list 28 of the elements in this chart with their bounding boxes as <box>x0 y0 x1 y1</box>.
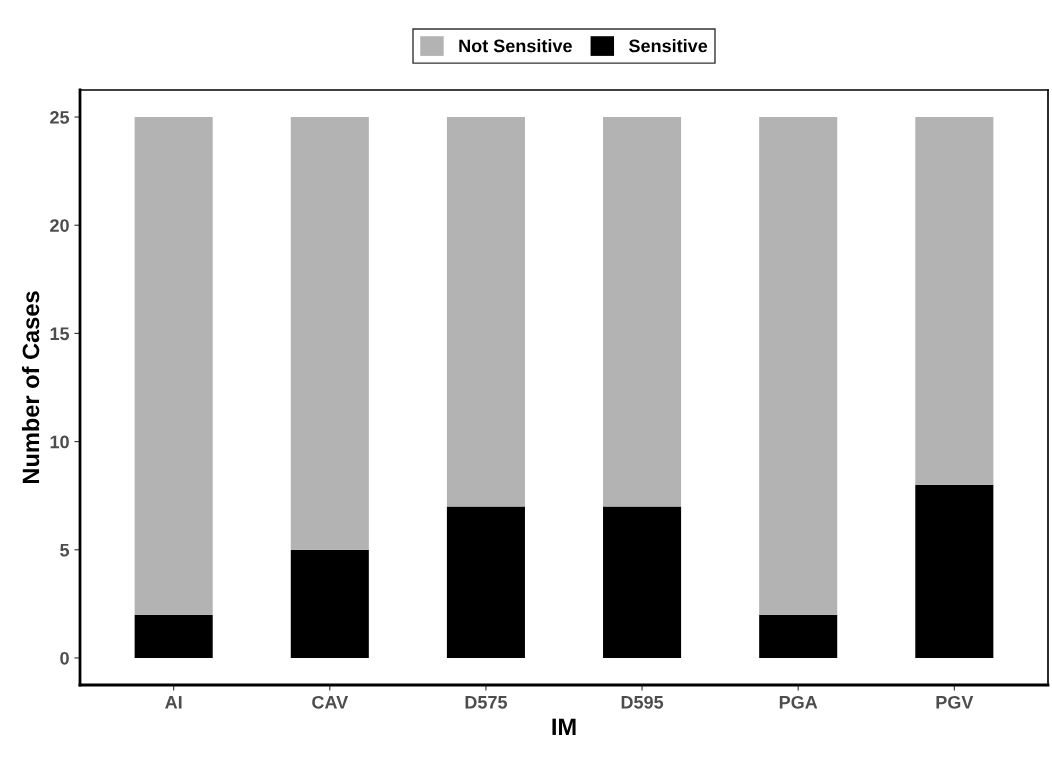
legend-label: Sensitive <box>629 39 708 53</box>
y-tick-label: 10 <box>50 435 69 449</box>
y-tick-label: 0 <box>60 651 69 665</box>
bar <box>290 117 369 550</box>
bar <box>603 506 682 658</box>
y-axis-title: Number of Cases <box>21 291 40 484</box>
bar <box>446 117 525 507</box>
bar <box>446 506 525 658</box>
bar <box>759 614 838 658</box>
y-tick-label: 20 <box>50 219 69 232</box>
y-tick-label: 25 <box>50 110 70 124</box>
bar <box>915 484 994 658</box>
bar <box>134 614 213 658</box>
x-tick-label: AI <box>165 696 182 709</box>
bar <box>603 117 682 507</box>
x-tick-label: D595 <box>621 695 664 709</box>
y-tick-label: 15 <box>50 327 70 341</box>
bar <box>134 117 213 615</box>
x-tick-label: CAV <box>312 695 349 709</box>
y-tick-label: 5 <box>60 543 70 557</box>
x-axis-title: IM <box>552 718 576 735</box>
bar <box>915 117 994 485</box>
x-tick-label: PGV <box>936 695 974 709</box>
bar <box>290 549 369 658</box>
x-tick-label: PGA <box>779 695 818 709</box>
x-tick-label: D575 <box>465 696 508 709</box>
legend-label: Not Sensitive <box>459 39 572 53</box>
bar <box>759 117 838 615</box>
